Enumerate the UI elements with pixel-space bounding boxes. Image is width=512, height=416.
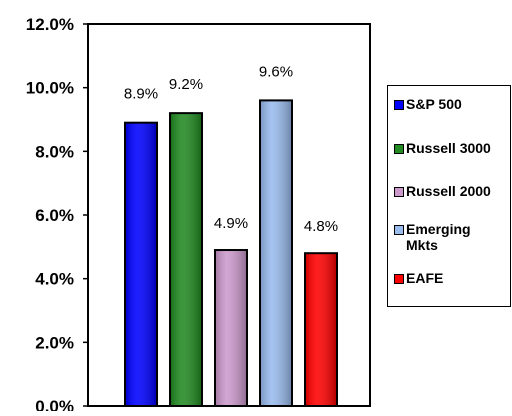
legend-item: Russell 3000 (394, 140, 491, 156)
legend-item: EAFE (394, 270, 443, 286)
bar-shading (306, 254, 336, 405)
data-label: 9.6% (259, 63, 293, 80)
legend-swatch (394, 144, 404, 154)
legend-swatch (394, 100, 404, 110)
legend-label: EAFE (406, 270, 444, 286)
bar-shading (261, 101, 291, 406)
legend: S&P 500 Russell 3000 Russell 2000 Emerging M… (387, 85, 511, 307)
bar-shading (171, 114, 201, 405)
legend-swatch (394, 274, 404, 284)
legend-label: Russell 3000 (406, 140, 491, 156)
legend-item: Russell 2000 (394, 183, 491, 199)
legend-swatch (394, 225, 404, 235)
bar-shading (216, 251, 246, 405)
data-label: 4.9% (214, 215, 248, 232)
y-tick-label: 8.0% (35, 142, 74, 161)
legend-swatch (394, 187, 404, 197)
y-tick-label: 0.0% (35, 397, 74, 411)
data-label: 4.8% (304, 218, 338, 235)
legend-label: Emerging Mkts (406, 221, 471, 253)
y-tick-label: 4.0% (35, 270, 74, 289)
y-tick-label: 12.0% (26, 15, 74, 34)
data-label: 8.9% (124, 86, 158, 103)
legend-item: S&P 500 (394, 96, 462, 112)
legend-item: Emerging Mkts (394, 221, 471, 253)
y-tick-label: 6.0% (35, 206, 74, 225)
legend-label: S&P 500 (406, 96, 462, 112)
bar-shading (126, 123, 156, 405)
data-label: 9.2% (169, 76, 203, 93)
y-tick-label: 10.0% (26, 79, 74, 98)
y-tick-label: 2.0% (35, 333, 74, 352)
legend-label: Russell 2000 (406, 183, 491, 199)
